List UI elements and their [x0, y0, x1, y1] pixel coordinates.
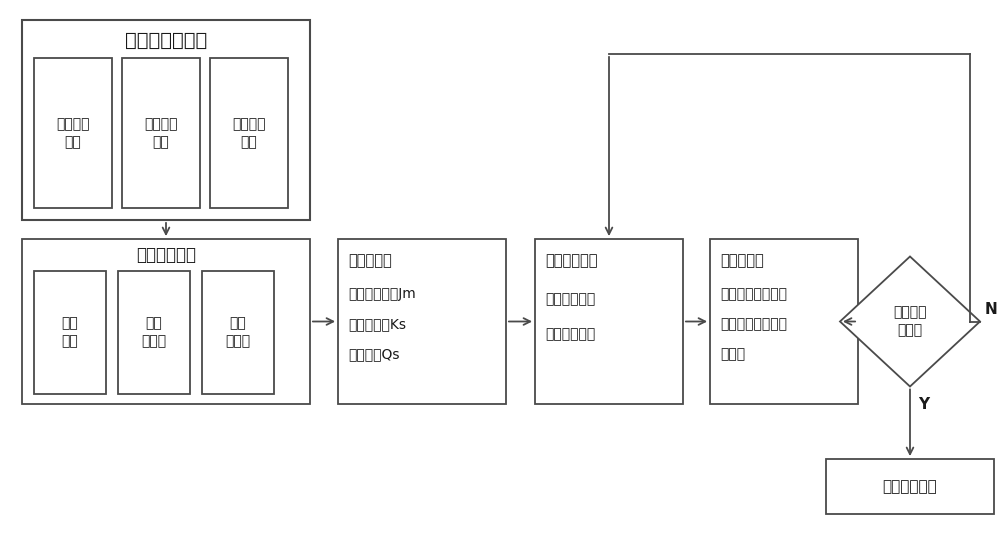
Bar	[210, 58, 288, 208]
Text: 采用基于模拟退火: 采用基于模拟退火	[720, 287, 787, 301]
Text: 电动助力
模块: 电动助力 模块	[144, 117, 178, 149]
Text: 是否满足
条件？: 是否满足 条件？	[893, 305, 927, 337]
Text: 转向
灵敏度: 转向 灵敏度	[141, 316, 167, 349]
Bar	[826, 459, 994, 514]
Bar	[338, 239, 506, 404]
Text: 转矩传感器Ks: 转矩传感器Ks	[348, 317, 406, 331]
Bar	[710, 239, 858, 404]
Text: 系统动力学模型: 系统动力学模型	[125, 30, 207, 50]
Text: Y: Y	[918, 397, 929, 412]
Text: 性能评价指标: 性能评价指标	[136, 246, 196, 264]
Text: 转向
路感: 转向 路感	[62, 316, 78, 349]
Text: 液压助力
模块: 液压助力 模块	[232, 117, 266, 149]
Text: 系统
稳定性: 系统 稳定性	[225, 316, 251, 349]
Bar	[118, 271, 190, 394]
Text: 设置优化变量: 设置优化变量	[545, 292, 595, 306]
Text: 机械转向
模块: 机械转向 模块	[56, 117, 90, 149]
Text: 选取参数：: 选取参数：	[348, 254, 392, 269]
Text: 油泵流量Qs: 油泵流量Qs	[348, 347, 400, 361]
Bar	[202, 271, 274, 394]
Bar	[22, 20, 310, 220]
Text: 多目标优化：: 多目标优化：	[545, 254, 598, 269]
Bar	[34, 271, 106, 394]
Bar	[122, 58, 200, 208]
Text: 传算法: 传算法	[720, 347, 745, 361]
Text: 设置边界条件: 设置边界条件	[545, 327, 595, 341]
Text: 输出优化结果: 输出优化结果	[883, 479, 937, 494]
Bar	[535, 239, 683, 404]
Text: 优化算法：: 优化算法：	[720, 254, 764, 269]
Text: N: N	[985, 302, 998, 317]
Text: 电机转动惯量Jm: 电机转动惯量Jm	[348, 287, 416, 301]
Bar	[22, 239, 310, 404]
Bar	[34, 58, 112, 208]
Text: 算法的改进多岛遗: 算法的改进多岛遗	[720, 317, 787, 331]
Polygon shape	[840, 256, 980, 387]
